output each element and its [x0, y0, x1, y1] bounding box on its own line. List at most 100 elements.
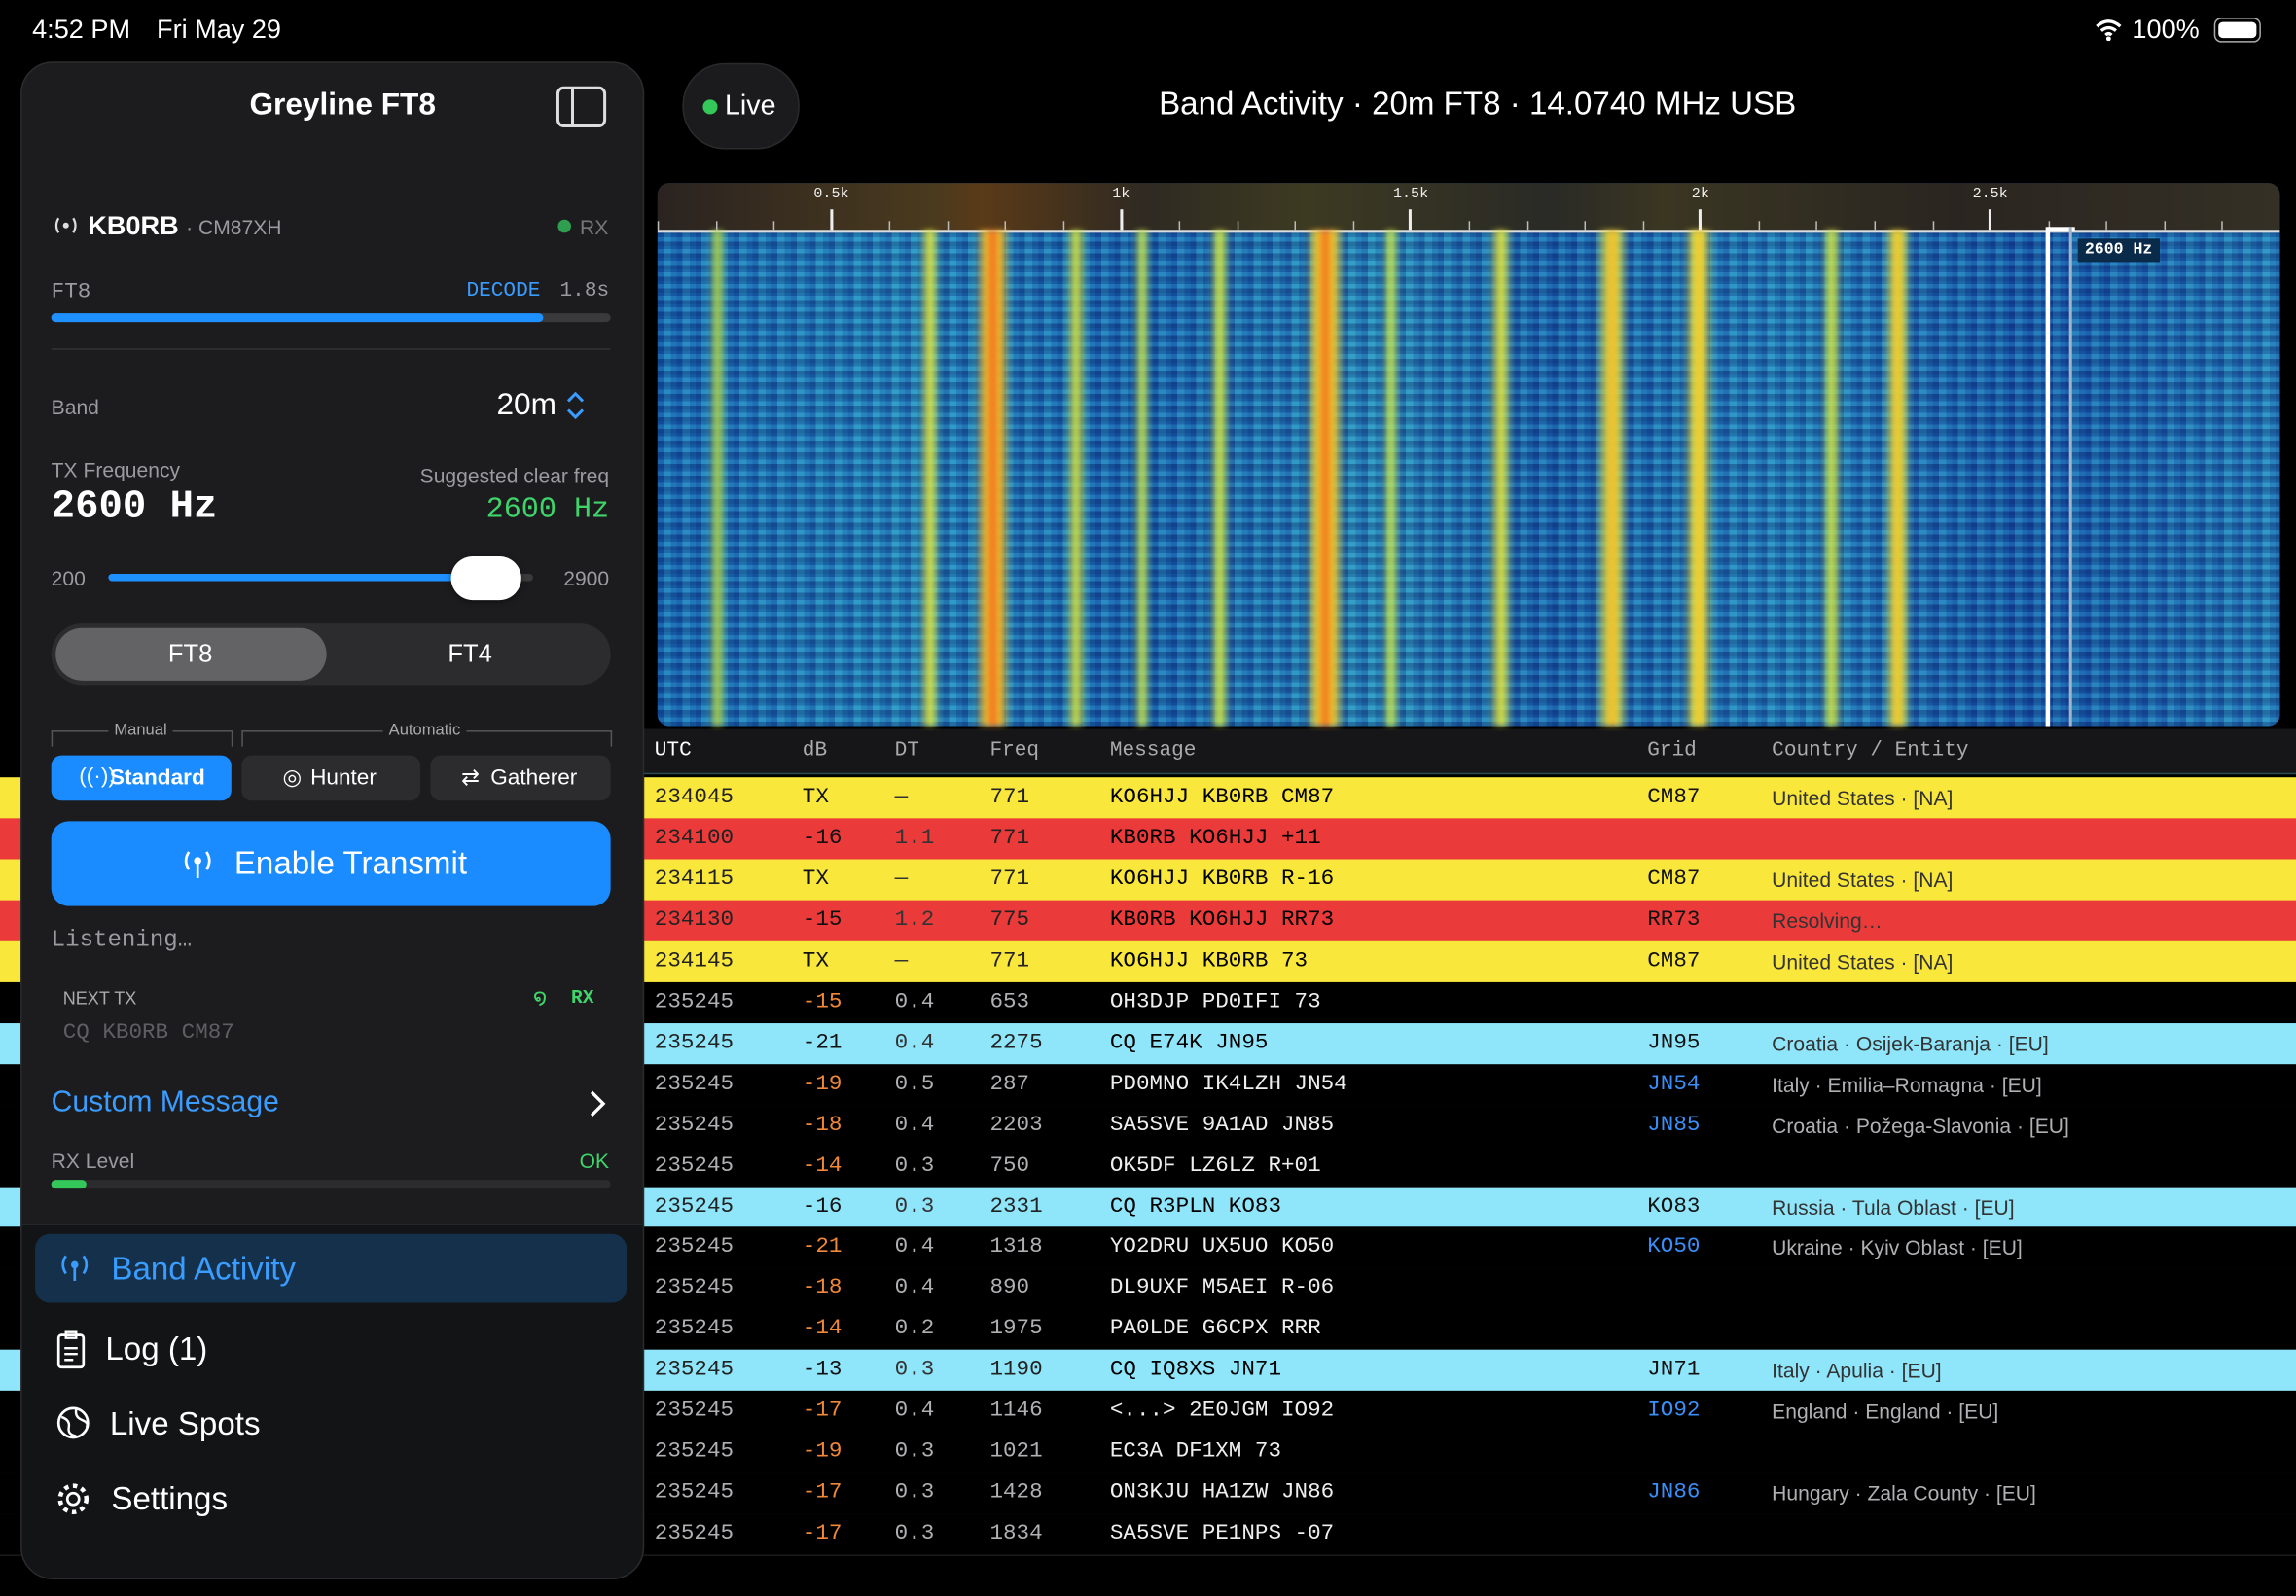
antenna-icon [54, 217, 77, 233]
divider [51, 348, 611, 350]
table-cell: 890 [989, 1275, 1030, 1301]
table-cell: RR73 [1647, 906, 1701, 933]
table-cell: PA0LDE G6CPX RRR [1109, 1316, 1321, 1342]
column-header: Message [1109, 739, 1197, 763]
table-cell: -19 [802, 1438, 843, 1465]
table-cell: 0.4 [894, 1234, 935, 1260]
chevron-right [590, 1090, 606, 1117]
column-header: UTC [654, 739, 692, 763]
strategy-button[interactable] [51, 755, 232, 801]
nav-item[interactable]: Band Activity [111, 1250, 296, 1287]
segment[interactable]: FT4 [448, 639, 492, 668]
tick-mark [1989, 209, 1992, 231]
signal-trace [1596, 230, 1629, 727]
column-header: Freq [989, 739, 1040, 763]
table-cell: 0.5 [894, 1071, 935, 1096]
slider-thumb[interactable] [450, 555, 521, 601]
table-cell: 0.3 [894, 1520, 935, 1546]
table-cell: 0.4 [894, 1275, 935, 1301]
table-cell: 234115 [654, 866, 735, 892]
tick-label: 1k [1112, 187, 1130, 204]
band-label: Band [51, 395, 99, 419]
signal-trace [1065, 230, 1087, 727]
nav-item[interactable]: Live Spots [109, 1404, 261, 1442]
table-cell: -18 [802, 1112, 843, 1137]
strategy-button[interactable] [241, 755, 420, 801]
table-cell: -17 [802, 1479, 843, 1506]
table-cell: Resolving… [1772, 908, 1883, 933]
table-cell: 235245 [654, 1112, 735, 1137]
minor-tick [1005, 221, 1007, 231]
tick-mark [1409, 209, 1413, 231]
status-date: Fri May 29 [157, 15, 282, 45]
table-cell: United States · [NA] [1772, 786, 1954, 810]
table-cell: 1146 [989, 1398, 1043, 1424]
battery-icon [2213, 18, 2261, 43]
wifi-icon [2096, 19, 2122, 42]
segment[interactable]: FT8 [167, 639, 213, 668]
slider-min: 200 [51, 566, 86, 590]
table-cell: 771 [989, 948, 1030, 974]
minor-tick [1526, 221, 1528, 231]
signal-trace [1489, 230, 1513, 727]
minor-tick [657, 221, 660, 231]
column-header: Country / Entity [1772, 739, 1969, 763]
custom-message-link[interactable]: Custom Message [51, 1085, 279, 1118]
table-cell: -18 [802, 1275, 843, 1301]
table-cell: — [894, 866, 909, 892]
table-cell: Hungary · Zala County · [EU] [1772, 1481, 2036, 1506]
enable-transmit-button[interactable] [51, 821, 611, 906]
minor-tick [2105, 221, 2108, 231]
strategy-button[interactable] [430, 755, 611, 801]
table-cell: 235245 [654, 1479, 735, 1506]
slider-fill [108, 574, 486, 582]
spectrogram [657, 230, 2280, 727]
signal-trace [1381, 230, 1400, 727]
table-cell: 1.2 [894, 906, 935, 933]
band-chevron [566, 391, 585, 420]
mode-name: FT8 [51, 279, 91, 305]
live-label: Live [725, 90, 776, 122]
band-value[interactable]: 20m [496, 387, 556, 422]
table-cell: 0.4 [894, 1398, 935, 1424]
nav-item[interactable]: Settings [111, 1479, 229, 1517]
minor-tick [1584, 221, 1587, 231]
ear-icon: ໑ [532, 984, 548, 1011]
table-cell: -15 [802, 989, 843, 1014]
table-cell: KO50 [1647, 1234, 1701, 1260]
table-cell: 0.3 [894, 1479, 935, 1506]
strategy-icon: ⇄ [461, 765, 481, 791]
table-cell: 653 [989, 989, 1030, 1014]
nav-item[interactable]: Log (1) [105, 1330, 208, 1367]
minor-tick [1642, 221, 1644, 231]
strategy-label: Hunter [310, 765, 377, 791]
table-cell: PD0MNO IK4LZH JN54 [1109, 1071, 1347, 1096]
table-cell: DL9UXF M5AEI R-06 [1109, 1275, 1335, 1301]
tick-label: 2k [1691, 187, 1709, 204]
status-time: 4:52 PM [32, 15, 131, 45]
table-cell: 775 [989, 906, 1030, 933]
column-header: Grid [1647, 739, 1697, 763]
live-pill[interactable]: Live [682, 62, 800, 150]
table-cell: KO83 [1647, 1193, 1701, 1219]
column-header: dB [802, 739, 828, 763]
signal-trace [708, 230, 727, 727]
suggested-value[interactable]: 2600 Hz [485, 493, 610, 527]
table-cell: 287 [989, 1071, 1030, 1096]
tx-marker-label: 2600 Hz [2077, 238, 2160, 263]
table-cell: KB0RB KO6HJJ +11 [1109, 825, 1321, 851]
table-cell: 0.2 [894, 1316, 935, 1342]
table-cell: TX [802, 866, 829, 892]
tick-mark [829, 209, 833, 231]
table-cell: 235245 [654, 1193, 735, 1219]
table-cell: 1190 [989, 1357, 1043, 1383]
table-cell: 235245 [654, 1316, 735, 1342]
status-message: Listening… [51, 926, 193, 953]
signal-trace [1209, 230, 1231, 727]
nav-icon [57, 1483, 90, 1515]
tick-label: 1.5k [1392, 187, 1429, 204]
sidebar-toggle[interactable] [556, 86, 607, 127]
table-cell: 1428 [989, 1479, 1043, 1506]
table-cell: 771 [989, 784, 1030, 810]
table-cell: KO6HJJ KB0RB CM87 [1109, 784, 1335, 810]
